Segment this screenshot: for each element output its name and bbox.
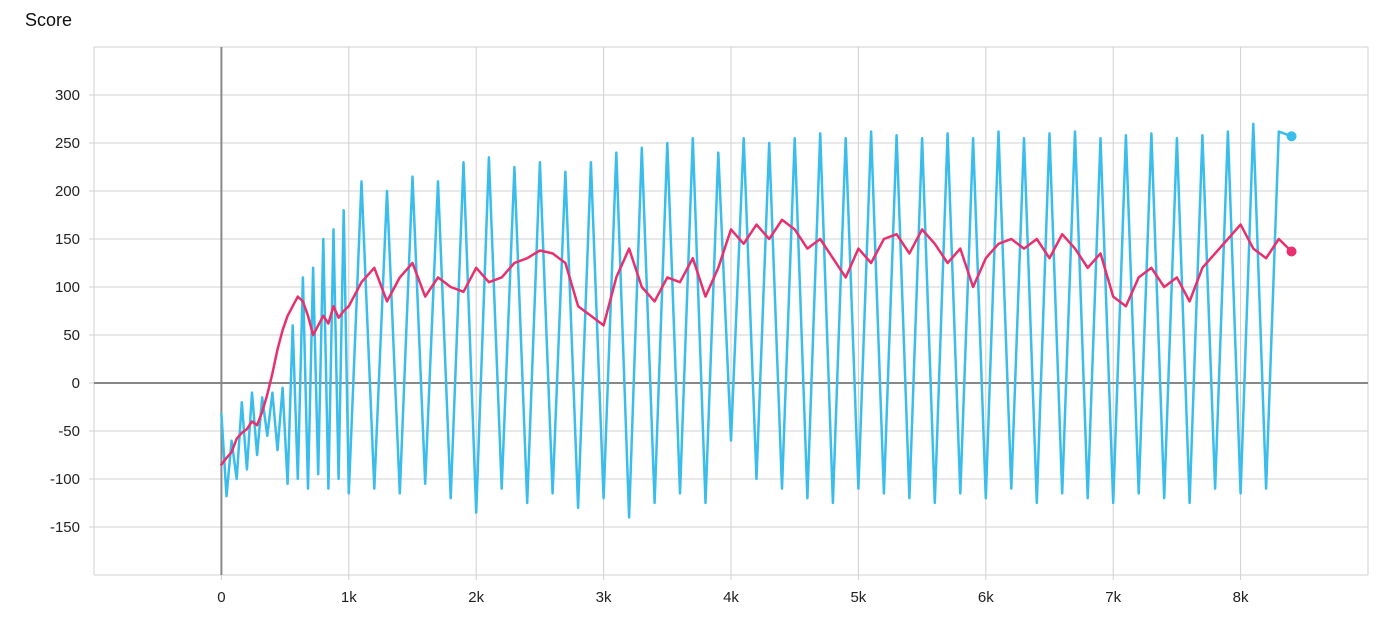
raw-score-endpoint bbox=[1286, 131, 1297, 142]
y-tick-label: -100 bbox=[50, 471, 80, 488]
smoothed-score-endpoint bbox=[1286, 246, 1297, 257]
smoothed-score-line bbox=[220, 218, 1293, 466]
x-tick-label: 2k bbox=[468, 589, 484, 606]
y-tick-label: 250 bbox=[55, 135, 80, 152]
x-tick-label: 6k bbox=[978, 589, 994, 606]
x-tick-label: 1k bbox=[341, 589, 357, 606]
y-tick-label: -50 bbox=[58, 423, 80, 440]
tick-label-layer: -150 -100 -50 0 50 100 150 200 250 300 0 1k 2k 3k 4k 5k… bbox=[50, 87, 1249, 606]
y-tick-label: -150 bbox=[50, 519, 80, 536]
x-tick-label: 4k bbox=[723, 589, 739, 606]
x-tick-label: 0 bbox=[217, 589, 225, 606]
x-tick-label: 8k bbox=[1233, 589, 1249, 606]
y-tick-label: 150 bbox=[55, 231, 80, 248]
chart-title: Score bbox=[25, 10, 73, 30]
x-tick-label: 5k bbox=[850, 589, 866, 606]
x-tick-label: 3k bbox=[596, 589, 612, 606]
series-layer bbox=[220, 122, 1297, 519]
y-tick-label: 300 bbox=[55, 87, 80, 104]
raw-score-line bbox=[220, 122, 1293, 519]
y-tick-label: 0 bbox=[72, 375, 80, 392]
y-tick-label: 200 bbox=[55, 183, 80, 200]
y-tick-label: 50 bbox=[63, 327, 80, 344]
y-tick-label: 100 bbox=[55, 279, 80, 296]
grid-layer bbox=[89, 46, 1369, 580]
x-tick-label: 7k bbox=[1105, 589, 1121, 606]
